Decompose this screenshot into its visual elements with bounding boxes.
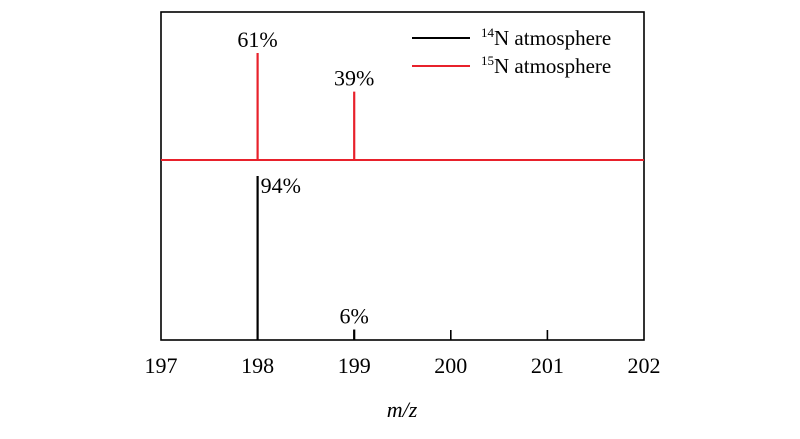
legend-text-1: N atmosphere bbox=[494, 54, 611, 78]
legend-sup-1: 15 bbox=[481, 53, 494, 68]
x-tick-label-201: 201 bbox=[531, 353, 564, 378]
peak-label-upper-199: 39% bbox=[334, 66, 374, 91]
spectrum-peaks bbox=[256, 53, 356, 340]
peak-label-upper-198: 61% bbox=[237, 27, 277, 52]
x-tick-label-200: 200 bbox=[434, 353, 467, 378]
x-tick-label-197: 197 bbox=[145, 353, 178, 378]
peak-label-lower-198: 94% bbox=[261, 173, 301, 198]
x-axis-ticks: 197 198 199 200 201 202 bbox=[145, 330, 661, 378]
legend-label-1: 15N atmosphere bbox=[481, 53, 611, 78]
x-tick-label-198: 198 bbox=[241, 353, 274, 378]
peak-labels: 94% 6% 61% 39% bbox=[237, 27, 374, 329]
x-tick-label-199: 199 bbox=[338, 353, 371, 378]
x-axis-title: m/z bbox=[387, 397, 418, 422]
plot-frame bbox=[160, 11, 645, 341]
legend-sup-0: 14 bbox=[481, 25, 495, 40]
peak-label-lower-199: 6% bbox=[340, 304, 369, 329]
legend-text-0: N atmosphere bbox=[494, 26, 611, 50]
legend-label-0: 14N atmosphere bbox=[481, 25, 611, 50]
x-tick-label-202: 202 bbox=[628, 353, 661, 378]
